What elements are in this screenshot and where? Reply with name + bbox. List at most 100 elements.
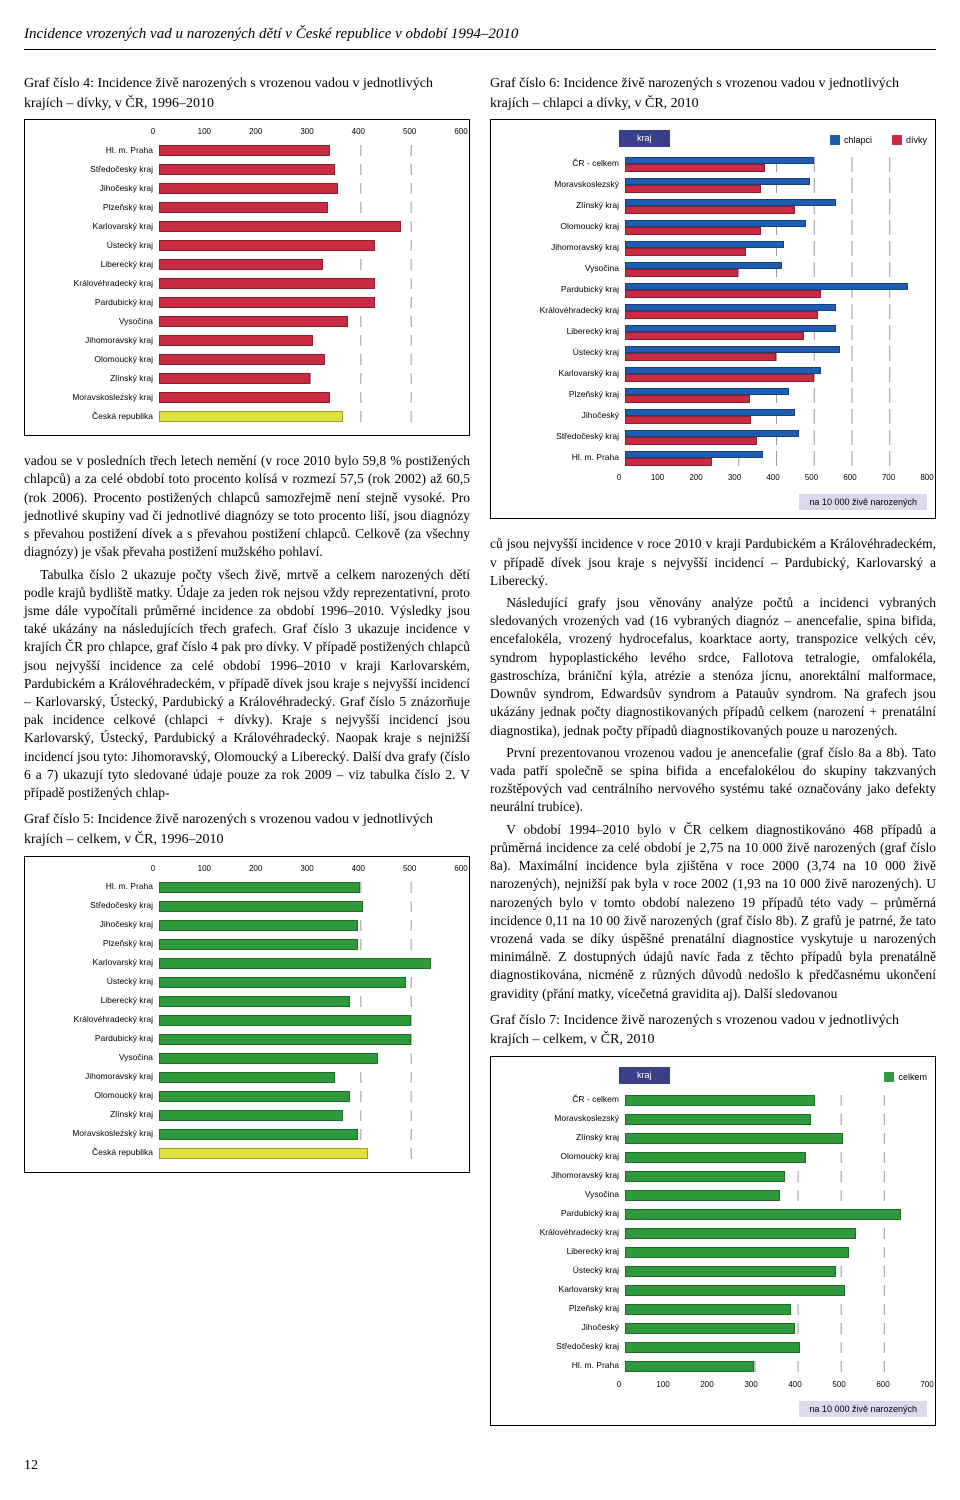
bar-row: Královéhradecký kraj [33,1012,461,1029]
bar-label: Moravskoslezský [499,1113,625,1125]
bar-row: Zlínský kraj [33,1107,461,1124]
bar-row: Česká republika [33,408,461,425]
left-body: vadou se v posledních třech letech neměn… [24,452,470,802]
bar-label: Vysočina [33,1052,159,1064]
bar-label: Hl. m. Praha [33,881,159,893]
bar-label: Středočeský kraj [499,1341,625,1353]
bar-row: Vysočina [499,1187,927,1204]
bar-row: Jihočeský [499,1320,927,1337]
bar-row: Zlínský kraj [499,197,927,216]
bar-label: Pardubický kraj [33,297,159,309]
bar-row: Jihomoravský kraj [33,332,461,349]
bar-row: Moravskoslezský kraj [33,389,461,406]
bar-label: Ústecký kraj [499,1265,625,1277]
bar-row: Karlovarský kraj [33,218,461,235]
paragraph: První prezentovanou vrozenou vadou je an… [490,744,936,817]
bar-row: Karlovarský kraj [33,955,461,972]
bar-label: Plzeňský kraj [499,1303,625,1315]
bar-label: Jihočeský kraj [33,919,159,931]
bar-label: Vysočina [33,316,159,328]
bar-row: Jihočeský kraj [33,180,461,197]
bar-label: Zlínský kraj [33,1109,159,1121]
bar-label: Karlovarský kraj [33,957,159,969]
bar-row: Pardubický kraj [499,1206,927,1223]
bar-row: Moravskoslezský [499,1111,927,1128]
chart6-legend-chlapci: chlapci [844,134,872,147]
bar-label: Hl. m. Praha [33,145,159,157]
bar-row: Středočeský kraj [499,1339,927,1356]
bar-row: Plzeňský kraj [499,1301,927,1318]
paragraph: Tabulka číslo 2 ukazuje počty všech živě… [24,566,470,803]
bar-row: Plzeňský kraj [499,386,927,405]
bar-row: Ústecký kraj [499,344,927,363]
bar-row: Karlovarský kraj [499,365,927,384]
bar-label: Moravskoslezský kraj [33,392,159,404]
bar-label: ČR - celkem [499,158,625,170]
bar-label: Středočeský kraj [33,900,159,912]
bar-label: Hl. m. Praha [499,1360,625,1372]
bar-label: Vysočina [499,1189,625,1201]
bar-row: Středočeský kraj [499,428,927,447]
bar-row: Jihočeský kraj [33,917,461,934]
bar-row: Hl. m. Praha [499,449,927,468]
bar-label: Plzeňský kraj [33,938,159,950]
bar-label: Jihomoravský kraj [33,1071,159,1083]
bar-label: Jihomoravský kraj [499,1170,625,1182]
bar-row: Zlínský kraj [499,1130,927,1147]
bar-row: Česká republika [33,1145,461,1162]
bar-label: Karlovarský kraj [499,1284,625,1296]
bar-label: Královéhradecký kraj [499,1227,625,1239]
bar-row: Liberecký kraj [33,256,461,273]
bar-label: Plzeňský kraj [33,202,159,214]
bar-row: Středočeský kraj [33,898,461,915]
bar-label: Královéhradecký kraj [33,278,159,290]
chart6-footer: na 10 000 živě narozených [799,494,927,511]
chart7-title: Graf číslo 7: Incidence živě narozených … [490,1011,936,1050]
bar-label: Jihočeský [499,1322,625,1334]
bar-row: Plzeňský kraj [33,199,461,216]
bar-row: Královéhradecký kraj [499,302,927,321]
chart6: kraj chlapci dívky ČR - celkemMoravskosl… [490,119,936,519]
bar-label: Liberecký kraj [33,259,159,271]
bar-label: Jihočeský kraj [33,183,159,195]
bar-row: Pardubický kraj [33,294,461,311]
bar-row: Pardubický kraj [499,281,927,300]
bar-label: Zlínský kraj [499,1132,625,1144]
bar-label: Česká republika [33,1147,159,1159]
bar-row: Zlínský kraj [33,370,461,387]
bar-row: Hl. m. Praha [499,1358,927,1375]
chart6-legend-divky: dívky [906,134,927,147]
chart4: 0100200300400500600 Hl. m. PrahaStředoče… [24,119,470,436]
right-body: ců jsou nejvyšší incidence v roce 2010 v… [490,535,936,1002]
bar-row: Královéhradecký kraj [499,1225,927,1242]
bar-label: Olomoucký kraj [33,354,159,366]
paragraph: Následující grafy jsou věnovány analýze … [490,594,936,740]
bar-row: Liberecký kraj [499,323,927,342]
bar-row: Hl. m. Praha [33,142,461,159]
bar-label: Olomoucký kraj [499,1151,625,1163]
bar-row: Olomoucký kraj [499,1149,927,1166]
bar-label: Královéhradecký kraj [499,305,625,317]
bar-label: Jihomoravský kraj [33,335,159,347]
bar-label: Liberecký kraj [499,1246,625,1258]
bar-row: Ústecký kraj [499,1263,927,1280]
bar-row: Vysočina [33,1050,461,1067]
bar-label: Hl. m. Praha [499,452,625,464]
bar-row: Jihomoravský kraj [33,1069,461,1086]
chart7-kraj-label: kraj [619,1067,670,1084]
bar-row: Královéhradecký kraj [33,275,461,292]
bar-label: Vysočina [499,263,625,275]
bar-label: Liberecký kraj [33,995,159,1007]
bar-row: Olomoucký kraj [33,1088,461,1105]
bar-row: Olomoucký kraj [33,351,461,368]
bar-row: Moravskoslezský [499,176,927,195]
bar-label: Liberecký kraj [499,326,625,338]
bar-label: Plzeňský kraj [499,389,625,401]
bar-row: Středočeský kraj [33,161,461,178]
bar-label: ČR - celkem [499,1094,625,1106]
chart5: 0100200300400500600 Hl. m. PrahaStředoče… [24,856,470,1173]
bar-label: Česká republika [33,411,159,423]
page-number: 12 [24,1456,936,1476]
chart7-legend-celkem: celkem [898,1071,927,1084]
bar-row: ČR - celkem [499,155,927,174]
